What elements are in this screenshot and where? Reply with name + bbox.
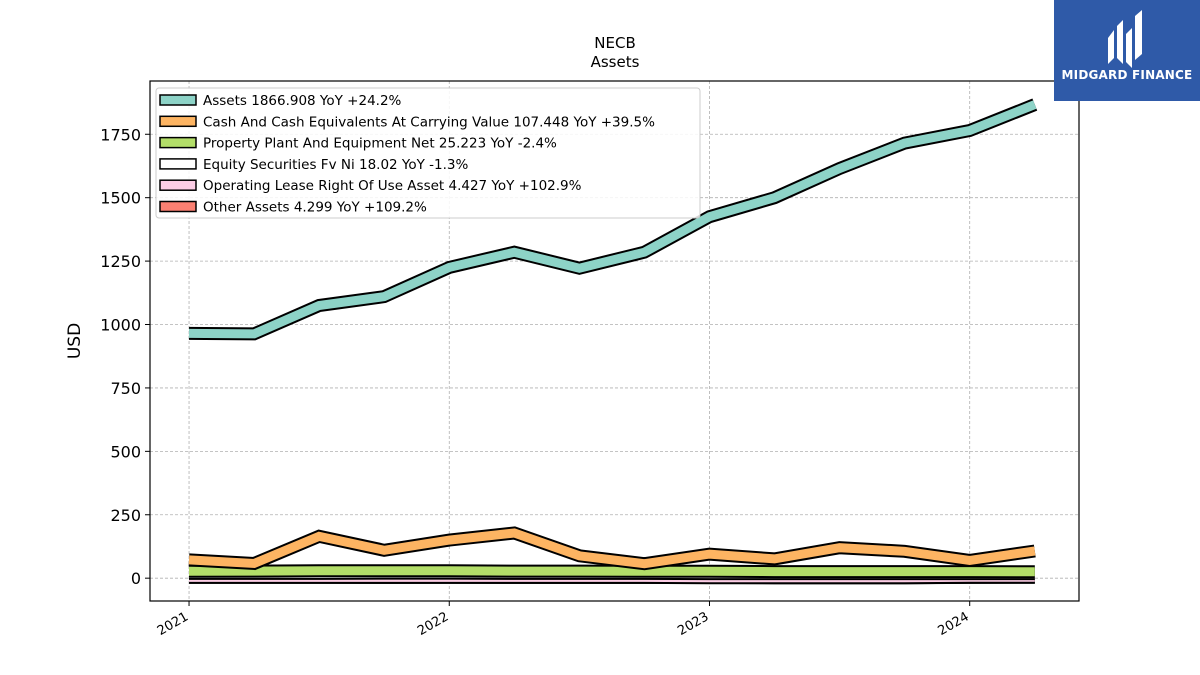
y-tick-label: 1000 (100, 316, 141, 335)
series-line (188, 566, 1035, 577)
legend-label: Cash And Cash Equivalents At Carrying Va… (203, 114, 655, 130)
chart-subtitle: Assets (591, 53, 640, 71)
brand-logo: MIDGARD FINANCE (1054, 0, 1200, 101)
x-axis-ticks: 2021 2022 2023 2024 (155, 601, 972, 639)
y-tick-label: 500 (110, 442, 141, 461)
y-axis-label: USD (65, 323, 85, 359)
legend: Assets 1866.908 YoY +24.2% Cash And Cash … (155, 87, 701, 219)
x-tick-label: 2022 (415, 609, 451, 639)
plot-frame (149, 80, 1080, 602)
x-tick-label: 2023 (675, 609, 711, 639)
legend-label: Operating Lease Right Of Use Asset 4.427… (203, 178, 582, 194)
y-tick-label: 750 (110, 379, 141, 398)
series-line (188, 100, 1037, 339)
legend-swatch (159, 94, 197, 106)
x-tick-label: 2024 (936, 609, 972, 639)
y-tick-label: 1500 (100, 189, 141, 208)
legend-label: Other Assets 4.299 YoY +109.2% (203, 200, 427, 216)
series-lines (188, 98, 1038, 585)
legend-swatch (159, 179, 197, 191)
y-tick-label: 250 (110, 506, 141, 525)
legend-swatch (159, 115, 197, 128)
y-tick-label: 1750 (100, 125, 141, 144)
y-tick-label: 0 (131, 569, 141, 588)
legend-swatch (159, 136, 197, 149)
series-line (188, 528, 1036, 569)
legend-label: Equity Securities Fv Ni 18.02 YoY -1.3% (203, 157, 469, 173)
y-tick-label: 1250 (100, 252, 141, 271)
legend-swatch (159, 158, 197, 170)
chart-title: NECB (594, 34, 635, 52)
legend-box (155, 87, 701, 219)
legend-swatch (159, 200, 197, 213)
x-tick-label: 2021 (155, 609, 191, 639)
midgard-logo-icon (1108, 10, 1142, 68)
legend-label: Property Plant And Equipment Net 25.223 … (203, 136, 557, 152)
legend-label: Assets 1866.908 YoY +24.2% (203, 93, 402, 109)
brand-name: MIDGARD FINANCE (1061, 68, 1193, 82)
y-axis-ticks: 0 250 500 750 1000 1250 1500 1750 (100, 125, 150, 588)
